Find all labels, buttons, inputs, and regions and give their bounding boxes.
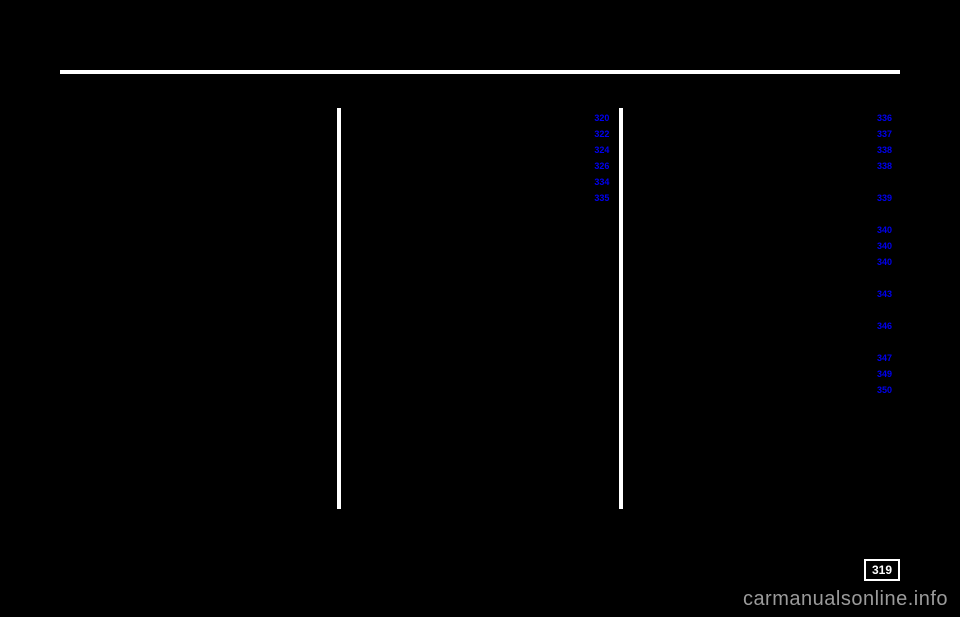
page-link[interactable]: 335: [585, 190, 609, 206]
toc-entry: 338: [633, 158, 892, 174]
page-link[interactable]: 346: [868, 318, 892, 334]
spacer: [633, 174, 892, 190]
page-link[interactable]: 338: [868, 142, 892, 158]
page-link[interactable]: 340: [868, 222, 892, 238]
column-2: 320 322 324 326 334 335: [343, 90, 618, 557]
toc-entry: 340: [633, 254, 892, 270]
page-link[interactable]: 334: [585, 174, 609, 190]
toc-entry: 340: [633, 238, 892, 254]
page-link[interactable]: 326: [585, 158, 609, 174]
column-1: [60, 90, 335, 557]
column-divider-1: [337, 108, 341, 509]
toc-entry: 334: [351, 174, 610, 190]
page-link[interactable]: 339: [868, 190, 892, 206]
page-link[interactable]: 338: [868, 158, 892, 174]
column-3: 336 337 338 338 339 340 340 340 343 346 …: [625, 90, 900, 557]
toc-entry: 347: [633, 350, 892, 366]
page-link[interactable]: 343: [868, 286, 892, 302]
toc-entry: 340: [633, 222, 892, 238]
page-link[interactable]: 340: [868, 254, 892, 270]
toc-entry: 326: [351, 158, 610, 174]
watermark: carmanualsonline.info: [743, 588, 948, 611]
toc-entry: 343: [633, 286, 892, 302]
page-link[interactable]: 350: [868, 382, 892, 398]
page-link[interactable]: 349: [868, 366, 892, 382]
toc-entry: 324: [351, 142, 610, 158]
page-number-box: 319: [864, 559, 900, 581]
toc-entry: 322: [351, 126, 610, 142]
page-link[interactable]: 324: [585, 142, 609, 158]
page-number: 319: [864, 559, 900, 581]
toc-entry: 337: [633, 126, 892, 142]
toc-entry: 350: [633, 382, 892, 398]
toc-entry: 339: [633, 190, 892, 206]
spacer: [633, 302, 892, 318]
page-link[interactable]: 340: [868, 238, 892, 254]
toc-entry: 336: [633, 110, 892, 126]
page-link[interactable]: 337: [868, 126, 892, 142]
toc-entry: 320: [351, 110, 610, 126]
toc-entry: 349: [633, 366, 892, 382]
spacer: [633, 206, 892, 222]
page-link[interactable]: 322: [585, 126, 609, 142]
spacer: [633, 334, 892, 350]
spacer: [633, 270, 892, 286]
page-link[interactable]: 320: [585, 110, 609, 126]
column-divider-2: [619, 108, 623, 509]
top-rule: [60, 70, 900, 74]
toc-entry: 346: [633, 318, 892, 334]
toc-entry: 338: [633, 142, 892, 158]
page-link[interactable]: 336: [868, 110, 892, 126]
page-link[interactable]: 347: [868, 350, 892, 366]
content-columns: 320 322 324 326 334 335 336 337 338 338 …: [60, 90, 900, 557]
toc-entry: 335: [351, 190, 610, 206]
